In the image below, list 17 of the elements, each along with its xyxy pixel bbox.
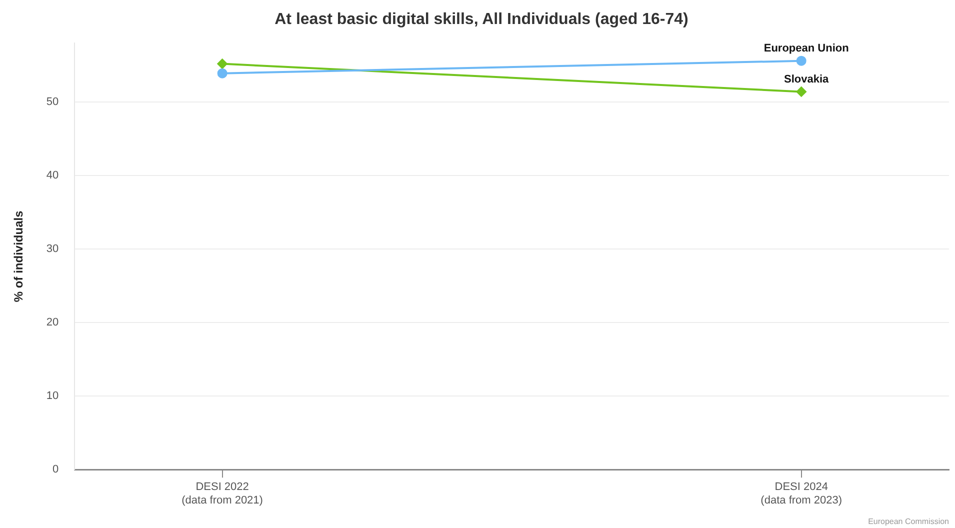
series-label: Slovakia [784,73,830,86]
series-label: European Union [764,42,850,54]
point [796,56,806,66]
y-axis-title: % of individuals [12,210,26,302]
y-tick-label: 0 [52,464,59,476]
point [796,86,806,97]
x-tick-label: DESI 2024 (data from 2023) [760,481,842,506]
y-tick-label: 30 [46,243,59,256]
y-tick-label: 50 [46,96,59,108]
x-tick-label: DESI 2022 (data from 2021) [182,481,263,506]
point [217,68,228,78]
point [217,58,228,69]
text: European Commission [868,517,949,526]
chart-title: At least basic digital skills, All Individuals (aged 16-74) [274,11,688,28]
y-tick-label: 10 [46,390,59,402]
y-tick-label: 20 [46,316,59,329]
y-tick-label: 40 [46,170,59,182]
